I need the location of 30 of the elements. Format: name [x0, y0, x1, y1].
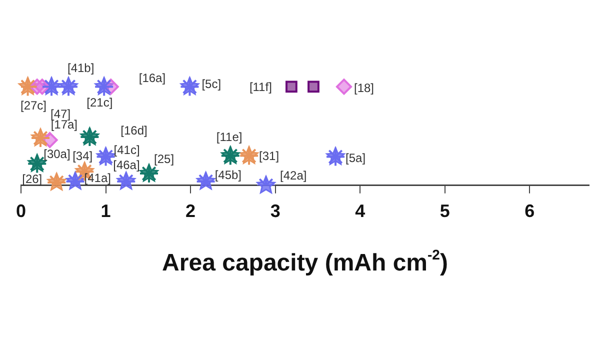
annotation: [34] [72, 148, 93, 163]
annotation: [11e] [216, 130, 242, 144]
annotation: [41b] [67, 61, 94, 76]
annotation: [16d] [120, 123, 148, 138]
annotation: [41c] [114, 143, 140, 158]
annotation: [30a] [44, 146, 70, 161]
point [336, 78, 352, 95]
annotation: [42a] [280, 168, 307, 183]
annotation: [5a] [346, 151, 366, 166]
annotation: [31] [259, 149, 280, 164]
annotation: [5c] [202, 77, 222, 92]
annotation: [26] [22, 172, 42, 186]
annotation: [11f] [249, 80, 272, 94]
x-tick-label: 0 [16, 201, 26, 222]
x-tick-label: 3 [270, 201, 280, 222]
x-tick-label: 2 [186, 201, 196, 222]
point [285, 80, 298, 93]
annotation: [18] [354, 81, 374, 96]
annotation: [41a] [84, 170, 111, 185]
annotation: [16a] [138, 71, 166, 86]
point [308, 80, 320, 93]
annotation: [27c] [20, 98, 47, 112]
x-tick-label: 4 [355, 201, 366, 222]
x-tick-label: 6 [524, 201, 535, 222]
annotation: [46a] [113, 158, 140, 172]
annotation: [21c] [86, 95, 113, 110]
annotation: [45b] [214, 168, 242, 182]
x-tick-label: 5 [440, 201, 450, 222]
annotation: [25] [154, 152, 174, 166]
x-tick-label: 1 [100, 201, 111, 222]
